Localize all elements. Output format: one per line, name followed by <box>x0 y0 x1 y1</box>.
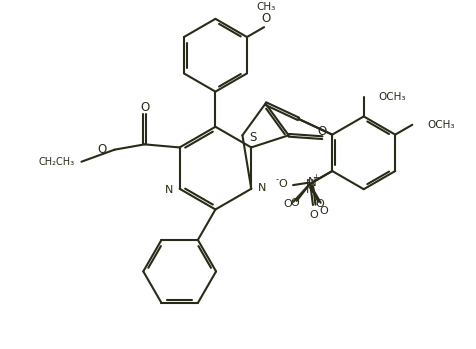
Text: O: O <box>316 199 325 209</box>
Text: CH₂CH₃: CH₂CH₃ <box>39 157 75 167</box>
Text: OCH₃: OCH₃ <box>379 92 407 102</box>
Text: O: O <box>318 125 327 138</box>
Text: O: O <box>278 179 287 189</box>
Text: N: N <box>306 179 314 189</box>
Text: +: + <box>312 173 319 181</box>
Text: O: O <box>310 210 318 220</box>
Text: O: O <box>140 101 149 114</box>
Text: S: S <box>249 131 257 144</box>
Text: O: O <box>319 206 328 216</box>
Text: N: N <box>258 183 266 193</box>
Text: O: O <box>97 143 107 156</box>
Text: CH₃: CH₃ <box>257 2 276 13</box>
Text: OCH₃: OCH₃ <box>427 120 455 130</box>
Text: N: N <box>307 176 316 189</box>
Text: N: N <box>306 185 314 195</box>
Text: O: O <box>283 199 292 209</box>
Text: O: O <box>290 198 299 208</box>
Text: -: - <box>276 175 279 184</box>
Text: O: O <box>262 12 271 25</box>
Text: N: N <box>165 185 173 195</box>
